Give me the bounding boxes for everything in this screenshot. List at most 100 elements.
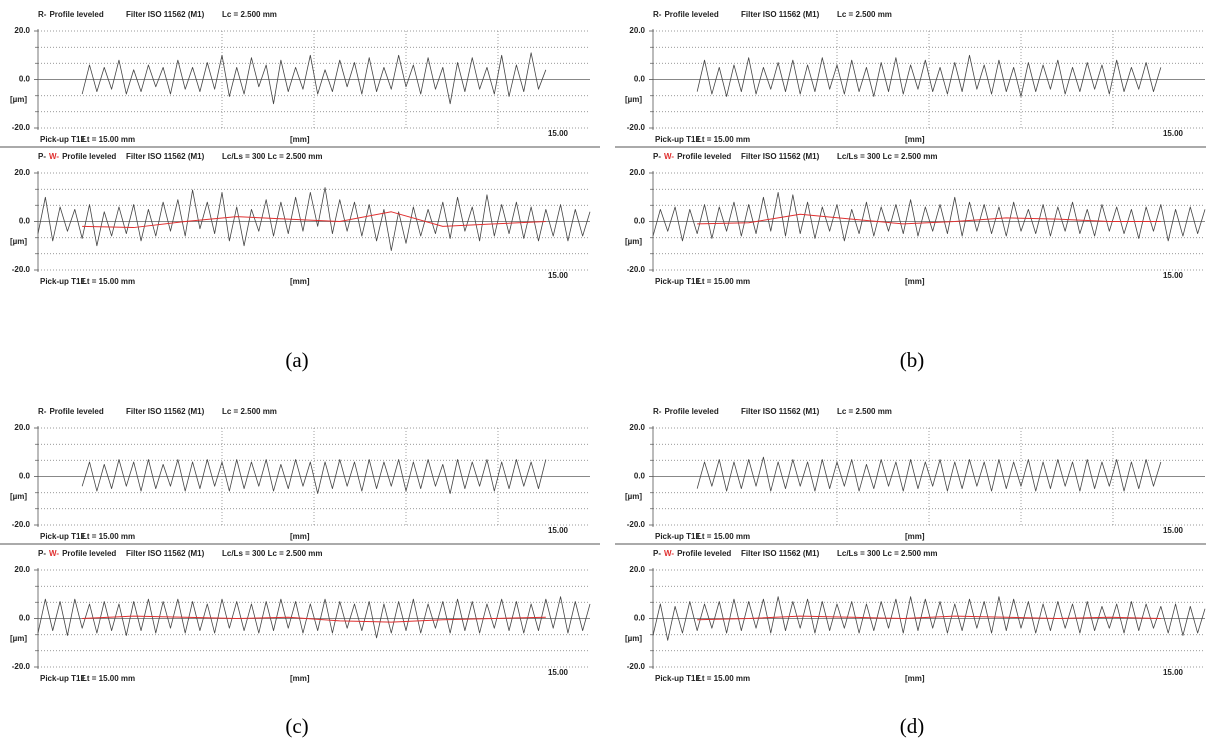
series-name: P-: [653, 549, 661, 558]
chart-header: P- W- Profile leveled Filter ISO 11562 (M1)…: [653, 549, 938, 558]
x-axis-label: [mm]: [290, 277, 310, 286]
x-tick-label: 15.00: [1163, 129, 1184, 138]
cutoff-label: Lc = 2.500 mm: [837, 407, 892, 416]
profile-line: [81, 52, 547, 105]
profile-line: [697, 615, 1161, 621]
y-tick-label: 0.0: [19, 472, 31, 481]
profile-line: [697, 213, 1161, 225]
r-profile-chart: R- Profile leveled Filter ISO 11562 (M1) Lc…: [0, 407, 600, 545]
y-tick-label: 20.0: [629, 565, 645, 574]
filter-label: Filter ISO 11562 (M1): [741, 549, 820, 558]
y-axis-label: [µm]: [10, 492, 27, 501]
profile-line: [37, 596, 591, 639]
chart-header: P- W- Profile leveled Filter ISO 11562 (M1)…: [653, 152, 938, 161]
y-axis-label: [µm]: [10, 634, 27, 643]
y-tick-label: 20.0: [14, 26, 30, 35]
series-name: W-: [664, 549, 674, 558]
filter-label: Filter ISO 11562 (M1): [126, 407, 205, 416]
pickup-label: Pick-up T1E: [40, 277, 86, 286]
y-tick-label: 0.0: [19, 614, 31, 623]
y-tick-label: 20.0: [629, 423, 645, 432]
pickup-label: Pick-up T1E: [40, 135, 86, 144]
y-axis-label: [µm]: [10, 95, 27, 104]
p-profile-chart: P- W- Profile leveled Filter ISO 11562 (M1)…: [625, 152, 1206, 286]
chart-header: R- Profile leveled Filter ISO 11562 (M1) Lc…: [653, 407, 892, 416]
r-profile-chart: R- Profile leveled Filter ISO 11562 (M1) Lc…: [615, 10, 1206, 148]
profile-line: [82, 615, 546, 623]
x-axis-label: [mm]: [290, 532, 310, 541]
length-label: Lt = 15.00 mm: [82, 532, 135, 541]
series-name: W-: [664, 152, 674, 161]
x-tick-label: 15.00: [548, 668, 569, 677]
length-label: Lt = 15.00 mm: [697, 135, 750, 144]
filter-label: Filter ISO 11562 (M1): [126, 152, 205, 161]
y-axis-label: [µm]: [625, 492, 642, 501]
x-tick-label: 15.00: [548, 271, 569, 280]
y-tick-label: 20.0: [14, 565, 30, 574]
cutoff-label: Lc = 2.500 mm: [222, 407, 277, 416]
chart-title: Profile leveled: [664, 10, 718, 19]
p-profile-chart: P- W- Profile leveled Filter ISO 11562 (M1)…: [10, 549, 591, 683]
x-tick-label: 15.00: [548, 526, 569, 535]
y-tick-label: -20.0: [12, 265, 31, 274]
caption: (a): [285, 348, 308, 372]
profile-line: [37, 187, 591, 251]
profile-line: [652, 192, 1206, 242]
pickup-label: Pick-up T1E: [40, 674, 86, 683]
x-tick-label: 15.00: [1163, 526, 1184, 535]
chart-title: Profile leveled: [49, 407, 103, 416]
series-name: R-: [38, 10, 47, 19]
x-axis-label: [mm]: [905, 135, 925, 144]
profile-line: [652, 596, 1206, 641]
length-label: Lt = 15.00 mm: [82, 135, 135, 144]
filter-label: Filter ISO 11562 (M1): [126, 549, 205, 558]
x-tick-label: 15.00: [1163, 271, 1184, 280]
y-tick-label: -20.0: [627, 265, 646, 274]
series-name: R-: [653, 10, 662, 19]
y-tick-label: 0.0: [634, 472, 646, 481]
pickup-label: Pick-up T1E: [655, 674, 701, 683]
y-tick-label: -20.0: [12, 123, 31, 132]
profile-line: [696, 456, 1162, 492]
chart-title: Profile leveled: [62, 549, 116, 558]
profile-line: [82, 211, 546, 229]
y-tick-label: -20.0: [627, 123, 646, 132]
filter-label: Filter ISO 11562 (M1): [741, 407, 820, 416]
chart-title: Profile leveled: [62, 152, 116, 161]
chart-header: P- W- Profile leveled Filter ISO 11562 (M1)…: [38, 152, 323, 161]
x-axis-label: [mm]: [290, 135, 310, 144]
y-tick-label: 0.0: [19, 217, 31, 226]
y-tick-label: 20.0: [14, 168, 30, 177]
y-tick-label: -20.0: [12, 520, 31, 529]
x-axis-label: [mm]: [905, 532, 925, 541]
y-axis-label: [µm]: [625, 237, 642, 246]
y-tick-label: 0.0: [634, 614, 646, 623]
chart-title: Profile leveled: [677, 152, 731, 161]
y-axis-label: [µm]: [10, 237, 27, 246]
length-label: Lt = 15.00 mm: [82, 277, 135, 286]
profile-line: [696, 54, 1162, 97]
y-tick-label: 20.0: [14, 423, 30, 432]
cutoff-label: Lc = 2.500 mm: [222, 10, 277, 19]
y-tick-label: 0.0: [19, 75, 31, 84]
filter-label: Filter ISO 11562 (M1): [126, 10, 205, 19]
p-profile-chart: P- W- Profile leveled Filter ISO 11562 (M1)…: [625, 549, 1206, 683]
r-profile-chart: R- Profile leveled Filter ISO 11562 (M1) Lc…: [615, 407, 1206, 545]
caption: (b): [900, 348, 925, 372]
filter-label: Filter ISO 11562 (M1): [741, 10, 820, 19]
y-tick-label: -20.0: [627, 520, 646, 529]
length-label: Lt = 15.00 mm: [697, 674, 750, 683]
chart-header: R- Profile leveled Filter ISO 11562 (M1) Lc…: [653, 10, 892, 19]
chart-title: Profile leveled: [677, 549, 731, 558]
y-tick-label: 20.0: [629, 168, 645, 177]
filter-label: Filter ISO 11562 (M1): [741, 152, 820, 161]
p-profile-chart: P- W- Profile leveled Filter ISO 11562 (M1)…: [10, 152, 591, 286]
pickup-label: Pick-up T1E: [655, 532, 701, 541]
y-tick-label: 0.0: [634, 217, 646, 226]
series-name: R-: [653, 407, 662, 416]
x-axis-label: [mm]: [905, 674, 925, 683]
y-tick-label: -20.0: [12, 662, 31, 671]
r-profile-chart: R- Profile leveled Filter ISO 11562 (M1) Lc…: [0, 10, 600, 148]
y-axis-label: [µm]: [625, 95, 642, 104]
y-axis-label: [µm]: [625, 634, 642, 643]
